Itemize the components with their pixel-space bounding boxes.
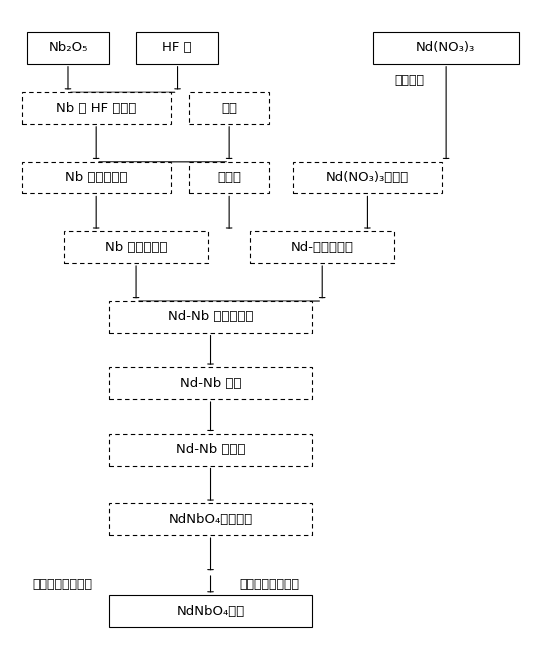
Bar: [373, 32, 519, 64]
Text: Nd-Nb 溶胶: Nd-Nb 溶胶: [179, 377, 242, 389]
Bar: [22, 162, 171, 194]
Text: NdNbO₄陶瓷: NdNbO₄陶瓷: [176, 604, 245, 617]
Text: Nd-Nb 干凝胶: Nd-Nb 干凝胶: [176, 444, 245, 456]
Text: Nb 柠檬酸溶液: Nb 柠檬酸溶液: [105, 241, 167, 254]
Bar: [110, 595, 311, 627]
Text: HF 酸: HF 酸: [162, 42, 192, 55]
Text: 柠檬酸: 柠檬酸: [217, 171, 241, 184]
Text: Nd(NO₃)₃: Nd(NO₃)₃: [416, 42, 475, 55]
Text: 成型、烧结、测试: 成型、烧结、测试: [240, 578, 300, 591]
Text: Nd-Nb 前驱体溶液: Nd-Nb 前驱体溶液: [168, 310, 253, 324]
Text: Nb 的 HF 酸溶液: Nb 的 HF 酸溶液: [56, 101, 136, 115]
Bar: [110, 301, 311, 333]
Text: 氨水: 氨水: [221, 101, 237, 115]
Bar: [250, 231, 394, 263]
Text: Nd(NO₃)₃水溶液: Nd(NO₃)₃水溶液: [326, 171, 409, 184]
Text: Nd-柠檬酸溶液: Nd-柠檬酸溶液: [291, 241, 353, 254]
Bar: [110, 503, 311, 535]
Bar: [189, 92, 269, 124]
Bar: [64, 231, 208, 263]
Text: NdNbO₄纳米粉体: NdNbO₄纳米粉体: [168, 513, 253, 526]
Bar: [110, 368, 311, 399]
Bar: [293, 162, 442, 194]
Text: 标准电子陶瓷工艺: 标准电子陶瓷工艺: [32, 578, 93, 591]
Text: 去离子水: 去离子水: [394, 74, 424, 88]
Bar: [22, 92, 171, 124]
Text: Nb₂O₅: Nb₂O₅: [49, 42, 88, 55]
Bar: [136, 32, 218, 64]
Bar: [27, 32, 110, 64]
Text: Nb 酸混合沉淀: Nb 酸混合沉淀: [65, 171, 127, 184]
Bar: [189, 162, 269, 194]
Bar: [110, 434, 311, 465]
